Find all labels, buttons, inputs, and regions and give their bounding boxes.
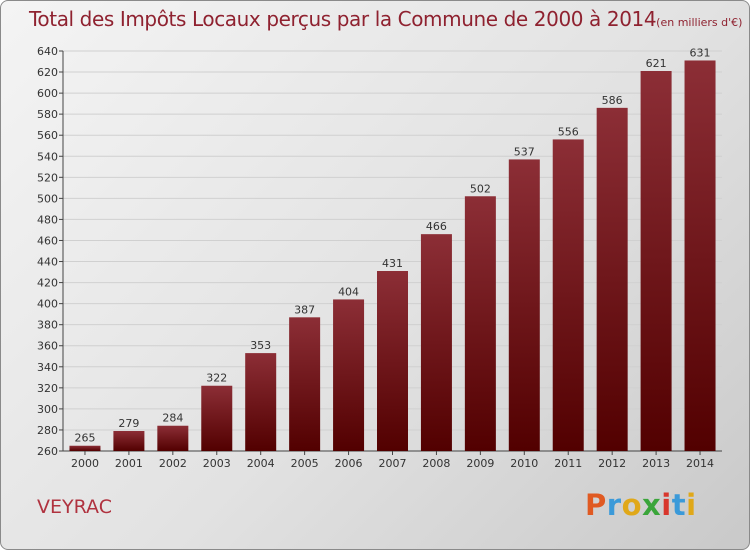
bar-2012 [596, 107, 628, 451]
x-tick-label: 2014 [686, 457, 714, 470]
value-label: 537 [514, 145, 535, 158]
y-tick-label: 580 [37, 108, 58, 121]
value-label: 621 [646, 57, 667, 70]
commune-name: VEYRAC [37, 496, 112, 518]
bar-2009 [464, 196, 496, 451]
y-tick-label: 500 [37, 192, 58, 205]
bar-2000 [69, 445, 101, 451]
bar-2005 [289, 317, 321, 451]
y-tick-label: 460 [37, 234, 58, 247]
value-label: 586 [602, 94, 623, 107]
value-label: 265 [74, 432, 95, 445]
y-tick-label: 420 [37, 277, 58, 290]
y-tick-label: 320 [37, 382, 58, 395]
y-tick-label: 640 [37, 45, 58, 58]
logo-letter: i [686, 488, 697, 522]
y-tick-label: 560 [37, 129, 58, 142]
y-tick-labels: 260 280 300 320 340 360 380 400 420 440 460 480 500 5… [37, 45, 58, 458]
y-tick-label: 280 [37, 424, 58, 437]
logo-letter: t [671, 488, 687, 522]
logo-letter: o [621, 488, 643, 522]
x-tick-label: 2006 [335, 457, 363, 470]
y-tick-label: 620 [37, 66, 58, 79]
bar-2013 [640, 71, 672, 451]
bar-2010 [508, 159, 540, 451]
x-tick-label: 2005 [291, 457, 319, 470]
y-tick-label: 520 [37, 171, 58, 184]
y-tick-label: 400 [37, 298, 58, 311]
value-labels: 265 279 284 322 353 387 404 431 466 502 537 556 586 6… [74, 46, 710, 444]
x-tick-label: 2013 [642, 457, 670, 470]
x-tick-labels: 2000 2001 2002 2003 2004 2005 2006 2007 2008 2009… [71, 457, 714, 470]
bar-2008 [420, 234, 452, 451]
x-tick-label: 2011 [554, 457, 582, 470]
value-label: 631 [690, 46, 711, 59]
x-tick-label: 2007 [379, 457, 407, 470]
bar-2001 [113, 431, 145, 451]
x-tick-label: 2003 [203, 457, 231, 470]
y-tick-label: 480 [37, 213, 58, 226]
bar-2014 [684, 60, 716, 451]
y-tick-label: 300 [37, 403, 58, 416]
x-tick-label: 2009 [466, 457, 494, 470]
x-tick-label: 2002 [159, 457, 187, 470]
title-unit: (en milliers d'€) [656, 16, 743, 29]
value-label: 556 [558, 125, 579, 138]
value-label: 431 [382, 257, 403, 270]
bar-2011 [552, 139, 584, 451]
x-tick-label: 2001 [115, 457, 143, 470]
value-label: 502 [470, 182, 491, 195]
y-tick-label: 600 [37, 87, 58, 100]
y-tick-label: 260 [37, 445, 58, 458]
value-label: 279 [118, 417, 139, 430]
y-tick-label: 380 [37, 319, 58, 332]
logo-letter: r [606, 488, 622, 522]
x-tick-label: 2012 [598, 457, 626, 470]
y-tick-label: 440 [37, 256, 58, 269]
value-label: 322 [206, 372, 227, 385]
title-text: Total des Impôts Locaux perçus par la Co… [29, 7, 657, 31]
chart-title: Total des Impôts Locaux perçus par la Co… [29, 7, 742, 31]
value-label: 284 [162, 412, 183, 425]
bar-2004 [245, 353, 277, 451]
bar-2003 [201, 385, 233, 451]
x-tick-label: 2004 [247, 457, 275, 470]
x-tick-label: 2000 [71, 457, 99, 470]
value-label: 387 [294, 303, 315, 316]
proxiti-logo: Proxiti [585, 488, 697, 522]
x-tick-label: 2008 [422, 457, 450, 470]
y-tick-label: 540 [37, 150, 58, 163]
bar-2007 [377, 271, 408, 451]
logo-letter: P [585, 488, 607, 522]
value-label: 466 [426, 220, 447, 233]
bar-2002 [157, 425, 189, 451]
value-label: 404 [338, 285, 359, 298]
bar-2006 [333, 299, 365, 451]
x-tick-label: 2010 [510, 457, 538, 470]
bars [69, 60, 716, 451]
logo-letter: x [642, 488, 662, 522]
value-label: 353 [250, 339, 271, 352]
y-tick-label: 340 [37, 361, 58, 374]
y-tick-label: 360 [37, 340, 58, 353]
logo-letter: i [661, 488, 672, 522]
